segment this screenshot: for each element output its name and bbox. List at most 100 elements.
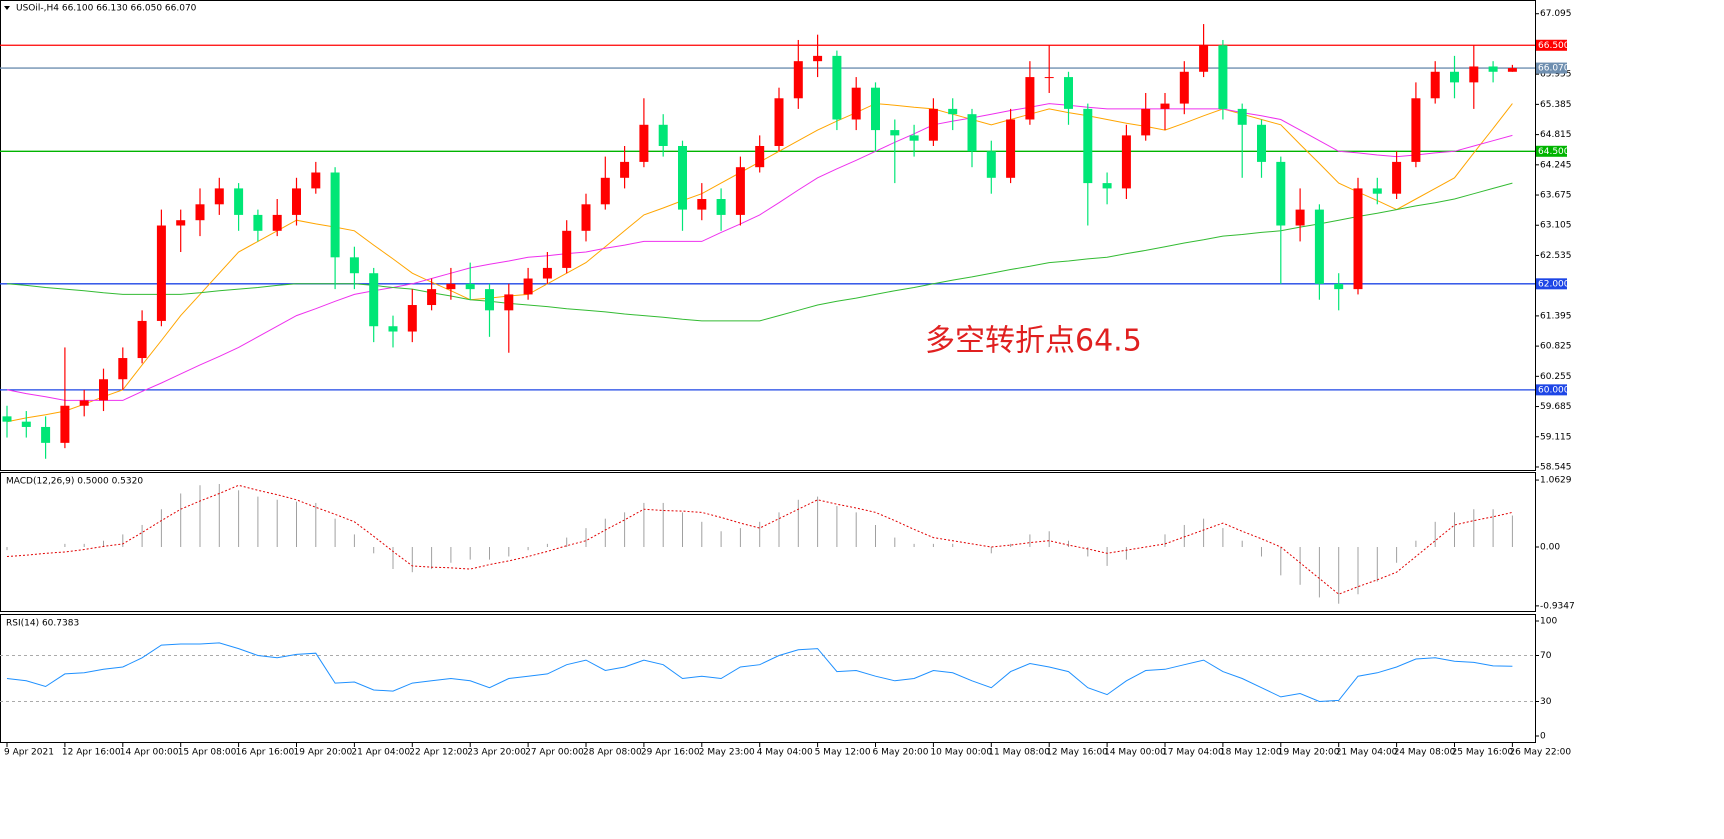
candle-body [716, 199, 726, 215]
candle-body [871, 87, 880, 131]
candle-body [465, 283, 475, 290]
annotation: 多空转折点64.5 [925, 324, 1142, 359]
x-tick-label: 14 May 00:00 [1104, 748, 1166, 758]
candle-body [1121, 135, 1131, 189]
candle-body [832, 55, 842, 120]
x-tick-label: 15 Apr 08:00 [178, 748, 237, 758]
rsi-line [6, 642, 1513, 703]
y-tick-label: 64.815 [1540, 130, 1572, 140]
candle-body [1160, 103, 1170, 109]
x-tick-label: 12 Apr 16:00 [62, 748, 121, 758]
level-label: 64.500 [1538, 147, 1570, 157]
candle-body [137, 320, 147, 359]
candle-body [118, 358, 128, 380]
macd-title: MACD(12,26,9) 0.5000 0.5320 [6, 477, 143, 487]
candle-body [1257, 124, 1266, 162]
y-tick-label: 60.825 [1540, 342, 1572, 352]
candle-body [1488, 66, 1498, 72]
y-tick-label: 70 [1540, 651, 1552, 661]
x-tick-label: 14 Apr 00:00 [120, 748, 179, 758]
x-tick-label: 26 May 22:00 [1509, 748, 1571, 758]
candle-body [1199, 45, 1209, 72]
candle-body [1102, 183, 1112, 189]
candle-body [407, 305, 417, 332]
x-tick-label: 23 Apr 20:00 [467, 748, 526, 758]
candle-body [21, 421, 31, 427]
candle-body [446, 283, 456, 290]
candle-body [369, 273, 379, 327]
level-label: 60.000 [1538, 385, 1570, 395]
candle-body [156, 225, 166, 321]
level-label: 66.070 [1538, 64, 1570, 74]
x-tick-label: 17 May 04:00 [1162, 748, 1224, 758]
candle-body [1237, 108, 1247, 125]
level-label-bg [1536, 39, 1567, 51]
x-tick-label: 2 May 23:00 [699, 748, 755, 758]
y-tick-label: 63.105 [1540, 221, 1572, 231]
candle-body [99, 379, 108, 401]
rsi-title: RSI(14) 60.7383 [6, 619, 79, 629]
candle-body [1450, 71, 1459, 83]
x-tick-label: 21 May 04:00 [1336, 748, 1398, 758]
candle-body [1179, 71, 1189, 104]
candle-body [2, 416, 12, 422]
macd-panel [0, 472, 1536, 612]
candle-body [1064, 77, 1073, 109]
candle-body [427, 289, 437, 306]
candle-body [562, 230, 572, 268]
level-label: 66.500 [1538, 41, 1570, 51]
candle-body [176, 220, 186, 226]
candle-body [813, 55, 823, 62]
x-tick-label: 6 May 20:00 [873, 748, 929, 758]
candle-body [1353, 188, 1363, 290]
level-label-bg [1536, 62, 1567, 74]
y-tick-label: 65.955 [1540, 70, 1572, 80]
candle-body [735, 167, 745, 215]
candle-body [890, 130, 900, 136]
candle-body [793, 61, 803, 99]
candle-body [523, 278, 533, 295]
candle-body [1218, 45, 1228, 109]
main-panel [0, 0, 1536, 471]
y-tick-label: 59.685 [1540, 402, 1572, 412]
y-tick-label: 60.255 [1540, 372, 1572, 382]
candle-body [1083, 108, 1093, 184]
rsi-panel [0, 614, 1536, 743]
candle-body [542, 267, 552, 279]
candle-body [948, 108, 958, 115]
level-label: 62.000 [1538, 279, 1570, 289]
y-tick-label: 61.395 [1540, 311, 1572, 321]
x-tick-label: 22 Apr 12:00 [409, 748, 468, 758]
moving-average [6, 103, 1513, 401]
candle-body [60, 405, 70, 443]
candle-body [1276, 161, 1286, 226]
x-tick-label: 16 Apr 16:00 [236, 748, 295, 758]
candle-body [311, 172, 321, 189]
candle-body [581, 204, 591, 231]
candle-body [986, 151, 996, 178]
x-tick-label: 19 May 20:00 [1278, 748, 1340, 758]
candle-body [1507, 68, 1517, 72]
y-tick-label: 1.0629 [1540, 476, 1572, 486]
x-tick-label: 21 Apr 04:00 [351, 748, 410, 758]
candle-body [485, 289, 494, 311]
candle-body [1025, 77, 1035, 120]
x-tick-label: 18 May 12:00 [1220, 748, 1282, 758]
x-tick-label: 10 May 00:00 [930, 748, 992, 758]
y-tick-label: -0.9347 [1540, 601, 1575, 611]
y-tick-label: 100 [1540, 617, 1557, 627]
candle-body [349, 257, 359, 274]
x-tick-label: 4 May 04:00 [757, 748, 813, 758]
x-tick-label: 27 Apr 00:00 [525, 748, 584, 758]
moving-average [6, 182, 1513, 322]
candle-body [909, 135, 919, 141]
y-tick-label: 63.675 [1540, 191, 1572, 201]
candle-body [1141, 108, 1151, 136]
candle-body [195, 204, 205, 221]
y-tick-label: 59.115 [1540, 432, 1572, 442]
y-tick-label: 0 [1540, 732, 1546, 742]
candle-body [1295, 209, 1305, 226]
candle-body [1392, 161, 1402, 194]
